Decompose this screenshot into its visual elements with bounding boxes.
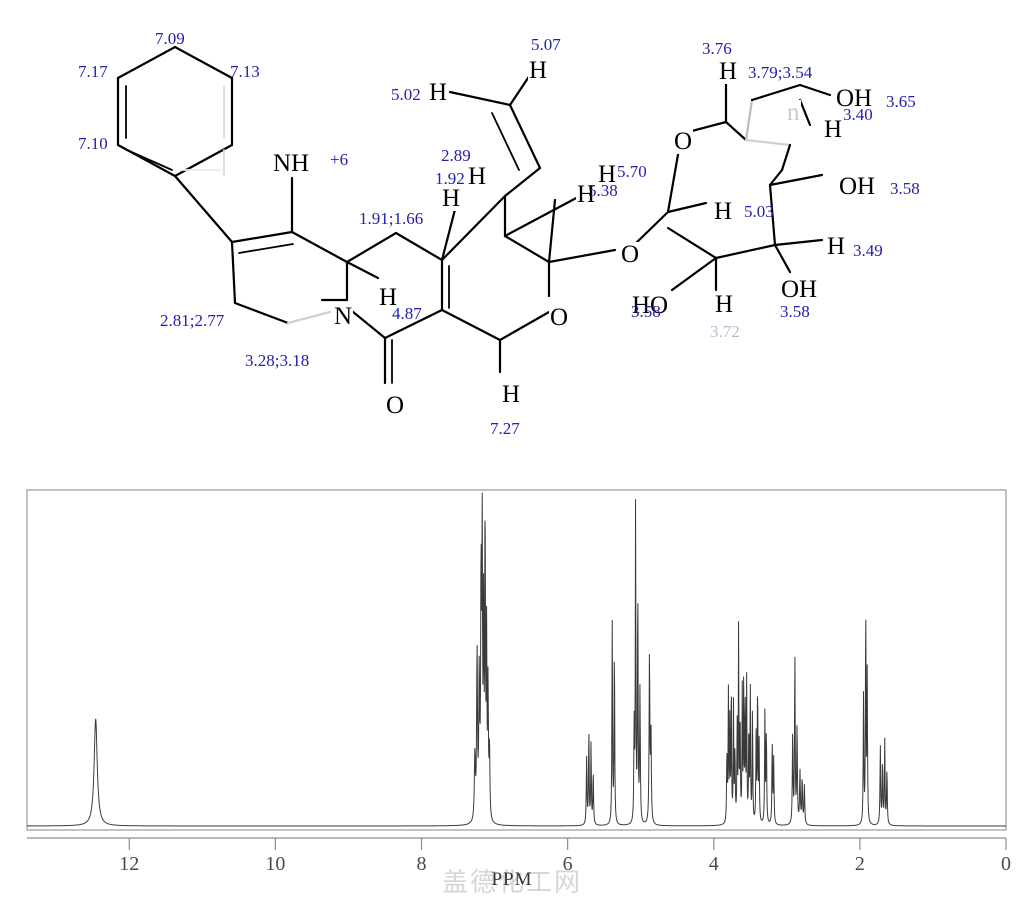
shift-372: 3.72 xyxy=(710,322,740,341)
sugar-h-340: H xyxy=(823,116,844,143)
shift-507: 5.07 xyxy=(531,35,561,54)
shift-328-318: 3.28;3.18 xyxy=(245,351,310,370)
vinyl-h-left: H xyxy=(428,79,449,106)
shift-570: 5.70 xyxy=(617,162,647,181)
x-tick-label: 12 xyxy=(119,853,140,875)
shift-727: 7.27 xyxy=(490,419,520,438)
vinyl-h-727: H xyxy=(501,381,522,408)
x-tick-label: 10 xyxy=(265,853,286,875)
ch-h-538: H xyxy=(576,181,597,208)
shift-358c: 3.58 xyxy=(780,302,810,321)
spectrum-trace xyxy=(27,492,1006,827)
structure-bonds xyxy=(116,45,832,385)
x-tick-label: 4 xyxy=(708,853,719,875)
shift-281-277: 2.81;2.77 xyxy=(160,311,225,330)
x-tick-label: 6 xyxy=(562,853,573,875)
lactam-n: N xyxy=(333,303,354,330)
ch-h-289: H xyxy=(467,163,488,190)
shift-502: 5.02 xyxy=(391,85,421,104)
shift-nh: +6 xyxy=(330,150,349,169)
ring-o-pyran: O xyxy=(549,304,570,331)
x-axis xyxy=(27,837,1007,850)
shift-340: 3.40 xyxy=(843,105,873,124)
ring-junction-h: H xyxy=(378,284,399,311)
shift-487: 4.87 xyxy=(392,304,422,323)
shift-709: 7.09 xyxy=(155,29,185,48)
shift-710: 7.10 xyxy=(78,134,108,153)
shift-365: 3.65 xyxy=(886,92,916,111)
shift-503: 5.03 xyxy=(744,202,774,221)
x-tick-label: 0 xyxy=(1001,853,1011,875)
site-watermark: 盖德化工网 xyxy=(441,868,583,898)
sugar-h-372: H xyxy=(714,291,735,318)
sugar-oh-365: OH xyxy=(835,85,874,112)
x-axis-title: PPM xyxy=(491,869,533,890)
carbonyl-o: O xyxy=(385,392,406,419)
nmr-spectrum-plot xyxy=(26,489,1007,850)
glycosidic-o: O xyxy=(620,241,641,268)
sugar-ho-358b: HO xyxy=(631,292,670,319)
shift-191-166: 1.91;1.66 xyxy=(359,209,424,228)
ch-h-570: H xyxy=(597,161,618,188)
shift-538: 5.38 xyxy=(588,181,618,200)
sugar-h-349: H xyxy=(826,233,847,260)
pi-symbol-ghost: n xyxy=(786,99,801,126)
x-tick-label: 2 xyxy=(854,853,865,875)
nh-group: NH xyxy=(272,150,311,177)
shift-358b: 3.58 xyxy=(631,302,661,321)
shift-717: 7.17 xyxy=(78,62,108,81)
sugar-h-503: H xyxy=(713,198,734,225)
sugar-oh-358a: OH xyxy=(838,173,877,200)
shift-379-354: 3.79;3.54 xyxy=(748,63,813,82)
shift-192: 1.92 xyxy=(435,169,465,188)
vinyl-h-top: H xyxy=(528,57,549,84)
nmr-spectrum-panel: 12 10 8 6 4 2 0 xyxy=(0,470,1024,900)
plot-frame xyxy=(26,489,1007,831)
sugar-oh-358c: OH xyxy=(780,276,819,303)
ch-h-192: H xyxy=(441,185,462,212)
shift-289: 2.89 xyxy=(441,146,471,165)
shift-358a: 3.58 xyxy=(890,179,920,198)
sugar-h-376: H xyxy=(718,58,739,85)
shift-349: 3.49 xyxy=(853,241,883,260)
shift-713: 7.13 xyxy=(230,62,260,81)
x-tick-label: 8 xyxy=(416,853,427,875)
ring-o-sugar: O xyxy=(673,128,694,155)
shift-376: 3.76 xyxy=(702,39,732,58)
